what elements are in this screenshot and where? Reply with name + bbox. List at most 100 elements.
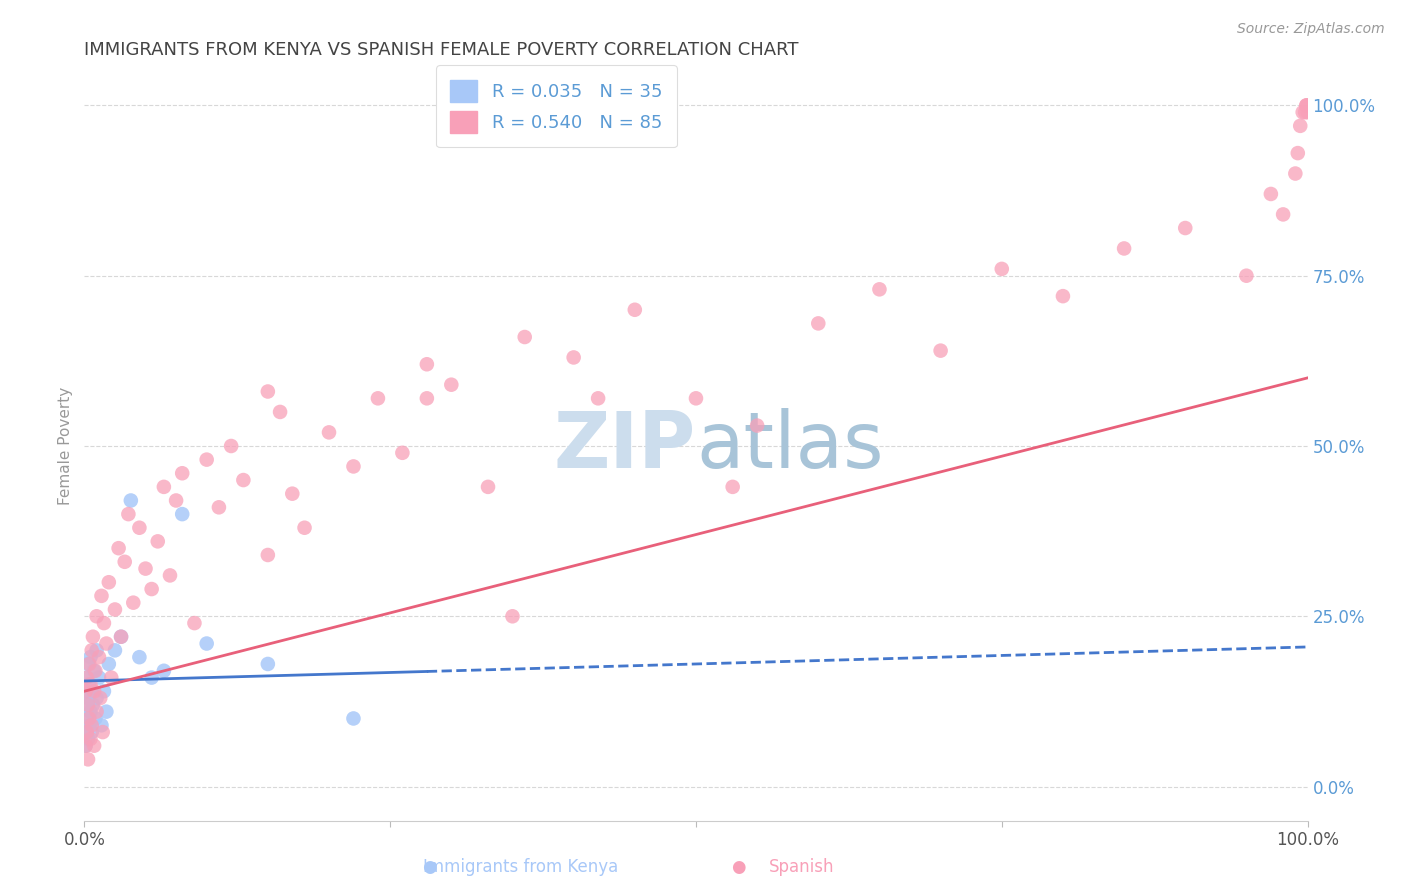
Point	[77, 698, 100, 712]
Point	[93, 616, 115, 631]
Point	[257, 548, 280, 562]
Point	[342, 459, 364, 474]
Point	[367, 392, 389, 406]
Point	[82, 698, 104, 712]
Point	[76, 725, 98, 739]
Point	[75, 739, 97, 753]
Point	[80, 684, 103, 698]
Point	[281, 486, 304, 500]
Text: Immigrants from Kenya: Immigrants from Kenya	[423, 858, 617, 876]
Point	[153, 480, 176, 494]
Text: atlas: atlas	[696, 408, 883, 484]
Point	[1294, 105, 1316, 120]
Point	[82, 630, 104, 644]
Text: ZIP: ZIP	[554, 408, 696, 484]
Point	[76, 671, 98, 685]
Point	[84, 664, 107, 678]
Point	[107, 541, 129, 556]
Point	[97, 657, 120, 671]
Point	[513, 330, 536, 344]
Point	[153, 664, 176, 678]
Point	[141, 671, 163, 685]
Point	[1052, 289, 1074, 303]
Point	[90, 718, 112, 732]
Point	[104, 643, 127, 657]
Point	[75, 739, 97, 753]
Point	[96, 705, 118, 719]
Point	[89, 691, 111, 706]
Point	[86, 609, 108, 624]
Point	[562, 351, 585, 365]
Point	[86, 705, 108, 719]
Point	[77, 711, 100, 725]
Point	[75, 684, 97, 698]
Point	[721, 480, 744, 494]
Point	[87, 650, 110, 665]
Point	[1174, 221, 1197, 235]
Point	[269, 405, 291, 419]
Point	[165, 493, 187, 508]
Point	[96, 636, 118, 650]
Point	[391, 446, 413, 460]
Point	[586, 392, 609, 406]
Point	[120, 493, 142, 508]
Point	[75, 711, 97, 725]
Point	[440, 377, 463, 392]
Point	[110, 630, 132, 644]
Point	[91, 725, 114, 739]
Point	[79, 705, 101, 719]
Point	[87, 671, 110, 685]
Point	[1295, 98, 1317, 112]
Point	[807, 317, 830, 331]
Point	[77, 691, 100, 706]
Point	[86, 643, 108, 657]
Point	[1296, 105, 1319, 120]
Point	[79, 731, 101, 746]
Point	[76, 698, 98, 712]
Point	[195, 636, 218, 650]
Text: IMMIGRANTS FROM KENYA VS SPANISH FEMALE POVERTY CORRELATION CHART: IMMIGRANTS FROM KENYA VS SPANISH FEMALE …	[84, 41, 799, 59]
Point	[1296, 98, 1319, 112]
Point	[747, 418, 769, 433]
Point	[1114, 242, 1136, 256]
Point	[80, 718, 103, 732]
Point	[159, 568, 181, 582]
Point	[141, 582, 163, 596]
Point	[257, 384, 280, 399]
Text: Source: ZipAtlas.com: Source: ZipAtlas.com	[1237, 22, 1385, 37]
Point	[1286, 146, 1309, 161]
Point	[90, 589, 112, 603]
Point	[100, 671, 122, 685]
Point	[502, 609, 524, 624]
Point	[93, 684, 115, 698]
Point	[685, 392, 707, 406]
Point	[77, 657, 100, 671]
Y-axis label: Female Poverty: Female Poverty	[58, 387, 73, 505]
Point	[1236, 268, 1258, 283]
Point	[76, 725, 98, 739]
Point	[342, 711, 364, 725]
Point	[1292, 105, 1315, 120]
Point	[1272, 207, 1295, 221]
Point	[318, 425, 340, 440]
Point	[146, 534, 169, 549]
Point	[1284, 167, 1306, 181]
Point	[79, 650, 101, 665]
Point	[77, 731, 100, 746]
Point	[1295, 98, 1317, 112]
Point	[80, 725, 103, 739]
Point	[83, 664, 105, 678]
Point	[86, 691, 108, 706]
Point	[97, 575, 120, 590]
Point	[135, 561, 157, 575]
Point	[219, 439, 242, 453]
Point	[77, 657, 100, 671]
Point	[110, 630, 132, 644]
Point	[75, 684, 97, 698]
Text: Spanish: Spanish	[769, 858, 834, 876]
Point	[869, 282, 891, 296]
Point	[624, 302, 647, 317]
Point	[172, 467, 194, 481]
Point	[128, 521, 150, 535]
Point	[232, 473, 254, 487]
